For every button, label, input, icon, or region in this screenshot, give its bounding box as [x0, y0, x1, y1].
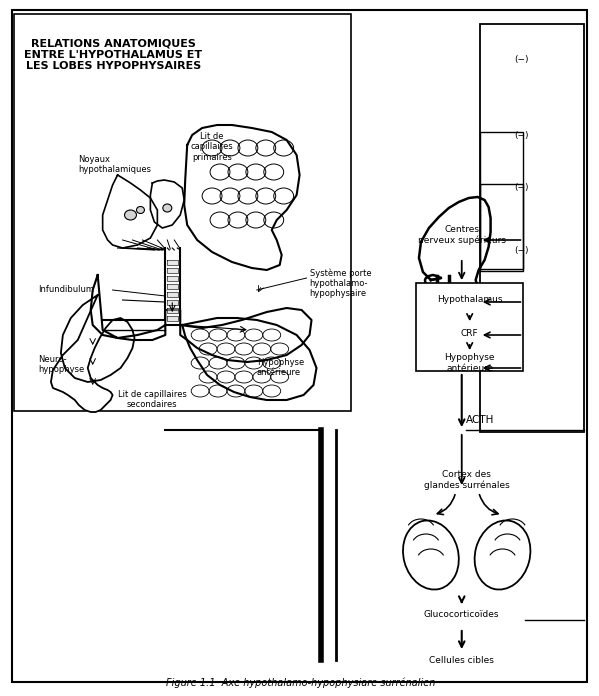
Text: (−): (−)	[515, 246, 529, 255]
Ellipse shape	[474, 521, 531, 590]
Ellipse shape	[137, 207, 144, 214]
Bar	[480, 132, 524, 269]
Text: CRF: CRF	[461, 329, 479, 338]
Text: Figure 1.1  Axe hypothalamo-hypophysiare surrénalien: Figure 1.1 Axe hypothalamo-hypophysiare …	[167, 677, 436, 688]
Polygon shape	[167, 300, 179, 305]
Text: Lit de capillaires
secondaires: Lit de capillaires secondaires	[118, 390, 187, 409]
Text: (−): (−)	[515, 56, 529, 64]
Bar	[480, 184, 524, 271]
Polygon shape	[102, 175, 158, 248]
Bar	[416, 283, 524, 371]
Bar	[480, 24, 584, 432]
Polygon shape	[167, 292, 179, 297]
Text: Hypophyse
antérieure: Hypophyse antérieure	[257, 358, 304, 377]
Text: Centres
nerveux supérieurs: Centres nerveux supérieurs	[418, 225, 506, 245]
Polygon shape	[182, 318, 316, 400]
Polygon shape	[167, 284, 179, 289]
Ellipse shape	[125, 210, 137, 220]
Polygon shape	[167, 260, 179, 265]
Text: Lit de
capillaires
primaires: Lit de capillaires primaires	[190, 132, 234, 161]
Polygon shape	[167, 308, 179, 313]
Text: Neuro-
hypophyse: Neuro- hypophyse	[38, 355, 84, 374]
Polygon shape	[167, 276, 179, 281]
Polygon shape	[90, 275, 311, 362]
Polygon shape	[51, 295, 135, 412]
Ellipse shape	[403, 521, 459, 590]
Text: (−): (−)	[515, 184, 529, 192]
Ellipse shape	[163, 204, 172, 212]
Text: Hypothalamus: Hypothalamus	[437, 296, 503, 305]
Polygon shape	[167, 316, 179, 321]
Text: Noyaux
hypothalamiques: Noyaux hypothalamiques	[78, 155, 151, 175]
Text: Glucocorticoïdes: Glucocorticoïdes	[424, 610, 500, 619]
Text: Cortex des
glandes surrénales: Cortex des glandes surrénales	[424, 470, 510, 490]
Text: Infundibulum: Infundibulum	[38, 285, 94, 294]
Polygon shape	[167, 268, 179, 273]
Text: RELATIONS ANATOMIQUES
ENTRE L'HYPOTHALAMUS ET
LES LOBES HYPOPHYSAIRES: RELATIONS ANATOMIQUES ENTRE L'HYPOTHALAM…	[25, 38, 202, 72]
Text: ACTH: ACTH	[465, 415, 494, 425]
Text: Hypophyse
antérieure: Hypophyse antérieure	[444, 354, 495, 372]
Bar	[14, 14, 350, 411]
Text: Cellules cibles: Cellules cibles	[429, 656, 494, 665]
Polygon shape	[184, 125, 300, 270]
Polygon shape	[150, 180, 184, 228]
Text: (−): (−)	[515, 132, 529, 140]
Text: Système porte
hypothalamo-
hypophysaire: Système porte hypothalamo- hypophysaire	[310, 268, 371, 299]
Polygon shape	[165, 248, 180, 320]
